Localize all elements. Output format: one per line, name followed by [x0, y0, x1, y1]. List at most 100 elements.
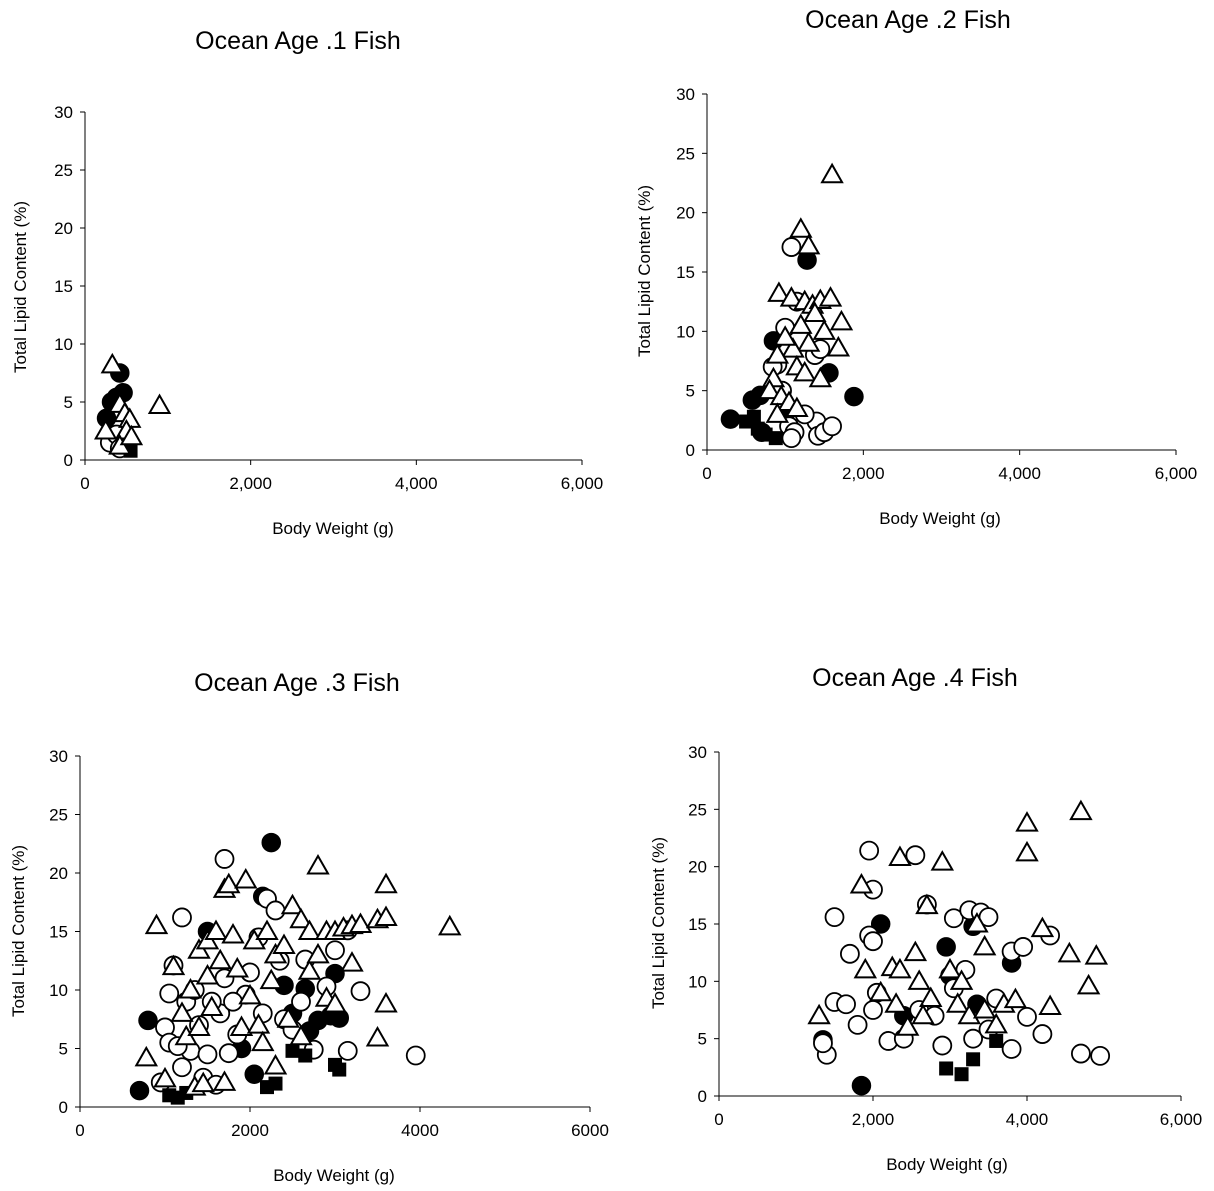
point-open-circle: [822, 416, 842, 437]
point-open-triangle: [949, 969, 974, 990]
point-open-triangle: [919, 986, 943, 1008]
point-open-circle: [197, 1044, 218, 1065]
point-open-triangle: [147, 393, 172, 414]
y-tick-label: 25: [54, 161, 73, 180]
point-open-triangle: [767, 281, 791, 302]
point-filled-square: [939, 1061, 954, 1076]
x-tick-label: 0: [702, 464, 711, 483]
point-filled-circle: [844, 386, 864, 407]
point-open-triangle: [365, 1025, 390, 1047]
point-open-triangle: [297, 959, 322, 980]
point-open-triangle: [779, 286, 804, 307]
point-open-circle: [781, 428, 802, 449]
chart-panel: Ocean Age .3 Fish 0 5 10 15 20 25 30 0 2000 4000 60…: [9, 669, 609, 1185]
point-open-circle: [1001, 1039, 1022, 1059]
point-open-circle: [1013, 937, 1034, 957]
point-open-triangle: [1084, 944, 1109, 965]
chart-title: Ocean Age .3 Fish: [194, 669, 400, 697]
chart-panel: Ocean Age .4 Fish 0 5 10 15 20 25 30 0 2,000 4,000…: [649, 664, 1202, 1174]
point-open-triangle: [191, 1071, 215, 1093]
point-filled-circle: [936, 937, 956, 957]
x-tick-label: 0: [80, 474, 89, 493]
point-filled-circle: [870, 914, 891, 934]
point-open-circle: [172, 1057, 192, 1078]
chart-panel: Ocean Age .2 Fish 0 5 10 15 20 25 30 0 2,000 4,000…: [635, 6, 1197, 528]
x-tick-label: 2000: [231, 1121, 269, 1140]
chart-panel: Ocean Age .1 Fish 0 5 10 15 20 25 30 0 2,000 4,000…: [11, 27, 603, 538]
x-tick-label: 0: [714, 1110, 723, 1129]
chart-title: Ocean Age .1 Fish: [195, 27, 401, 55]
point-filled-circle: [129, 1080, 150, 1101]
point-open-triangle: [272, 933, 296, 955]
x-axis-label: Body Weight (g): [886, 1155, 1008, 1174]
point-open-triangle: [374, 872, 398, 894]
point-open-triangle: [212, 1070, 237, 1091]
point-open-triangle: [773, 325, 797, 346]
point-open-circle: [1017, 1006, 1037, 1027]
y-tick-label: 15: [49, 923, 68, 942]
point-filled-square: [746, 409, 761, 424]
x-tick-label: 6000: [571, 1121, 609, 1140]
y-tick-label: 20: [688, 858, 707, 877]
point-open-circle: [824, 907, 845, 928]
point-open-triangle: [911, 1003, 935, 1025]
point-open-circle: [350, 981, 371, 1002]
x-tick-label: 6,000: [1155, 464, 1198, 483]
point-open-triangle: [789, 313, 813, 334]
point-open-triangle: [229, 1015, 254, 1036]
point-open-triangle: [306, 853, 330, 875]
point-open-triangle: [170, 1001, 194, 1022]
point-open-triangle: [757, 378, 782, 400]
point-open-triangle: [1003, 987, 1028, 1009]
point-open-triangle: [1015, 840, 1039, 862]
point-open-triangle: [263, 1054, 288, 1075]
y-tick-label: 25: [688, 800, 707, 819]
point-open-circle: [159, 983, 180, 1004]
y-tick-label: 25: [676, 144, 695, 163]
point-open-triangle: [208, 948, 232, 970]
point-open-triangle: [289, 1024, 313, 1046]
y-tick-label: 30: [688, 743, 707, 762]
point-open-triangle: [438, 914, 462, 936]
y-tick-label: 10: [49, 981, 68, 1000]
point-open-circle: [1071, 1043, 1091, 1064]
y-tick-label: 10: [54, 335, 73, 354]
point-open-circle: [847, 1015, 868, 1035]
point-open-triangle: [374, 905, 398, 926]
point-open-triangle: [888, 845, 912, 866]
point-open-circle: [859, 840, 880, 861]
y-tick-label: 0: [64, 451, 73, 470]
point-open-triangle: [323, 992, 347, 1013]
point-open-triangle: [907, 969, 931, 990]
y-tick-label: 10: [688, 972, 707, 991]
point-filled-square: [332, 1062, 347, 1077]
point-open-circle: [265, 900, 286, 921]
point-open-triangle: [204, 919, 228, 940]
point-open-triangle: [884, 992, 908, 1013]
point-filled-circle: [720, 409, 741, 429]
point-filled-square: [966, 1052, 981, 1067]
y-tick-label: 15: [688, 915, 707, 934]
point-open-circle: [325, 940, 345, 961]
point-open-circle: [840, 943, 860, 964]
point-open-triangle: [178, 977, 203, 999]
x-tick-label: 2,000: [852, 1110, 895, 1129]
y-axis-label: Total Lipid Content (%): [9, 845, 28, 1017]
point-filled-square: [989, 1033, 1004, 1048]
point-open-triangle: [93, 418, 118, 440]
point-open-circle: [1032, 1024, 1053, 1044]
point-open-triangle: [1057, 941, 1082, 963]
point-open-circle: [836, 994, 856, 1015]
point-filled-square: [268, 1076, 283, 1091]
point-open-circle: [214, 849, 235, 869]
point-open-triangle: [195, 963, 220, 985]
point-open-triangle: [785, 396, 809, 417]
point-open-circle: [223, 991, 243, 1012]
point-open-triangle: [144, 913, 169, 935]
point-open-triangle: [134, 1045, 159, 1067]
point-open-triangle: [868, 980, 893, 1002]
point-open-triangle: [765, 402, 790, 423]
point-filled-circle: [851, 1075, 872, 1096]
x-tick-label: 6,000: [1160, 1110, 1203, 1129]
point-open-triangle: [289, 907, 313, 929]
